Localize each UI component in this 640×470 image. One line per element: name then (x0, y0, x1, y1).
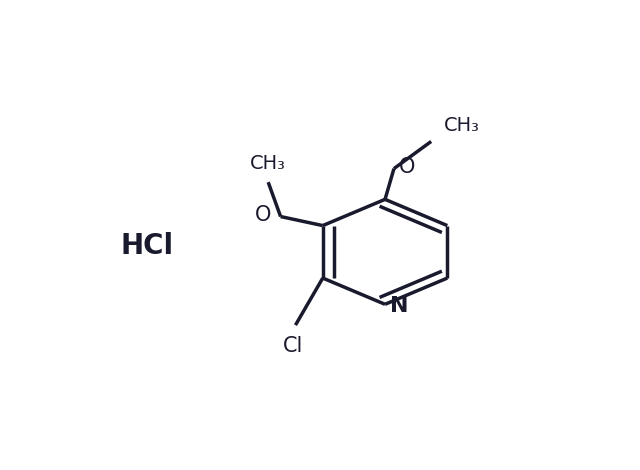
Text: Cl: Cl (283, 336, 303, 356)
Text: N: N (390, 296, 408, 316)
Text: O: O (255, 205, 271, 225)
Text: CH₃: CH₃ (444, 116, 479, 135)
Text: HCl: HCl (120, 232, 173, 260)
Text: CH₃: CH₃ (250, 154, 286, 173)
Text: O: O (399, 157, 415, 177)
